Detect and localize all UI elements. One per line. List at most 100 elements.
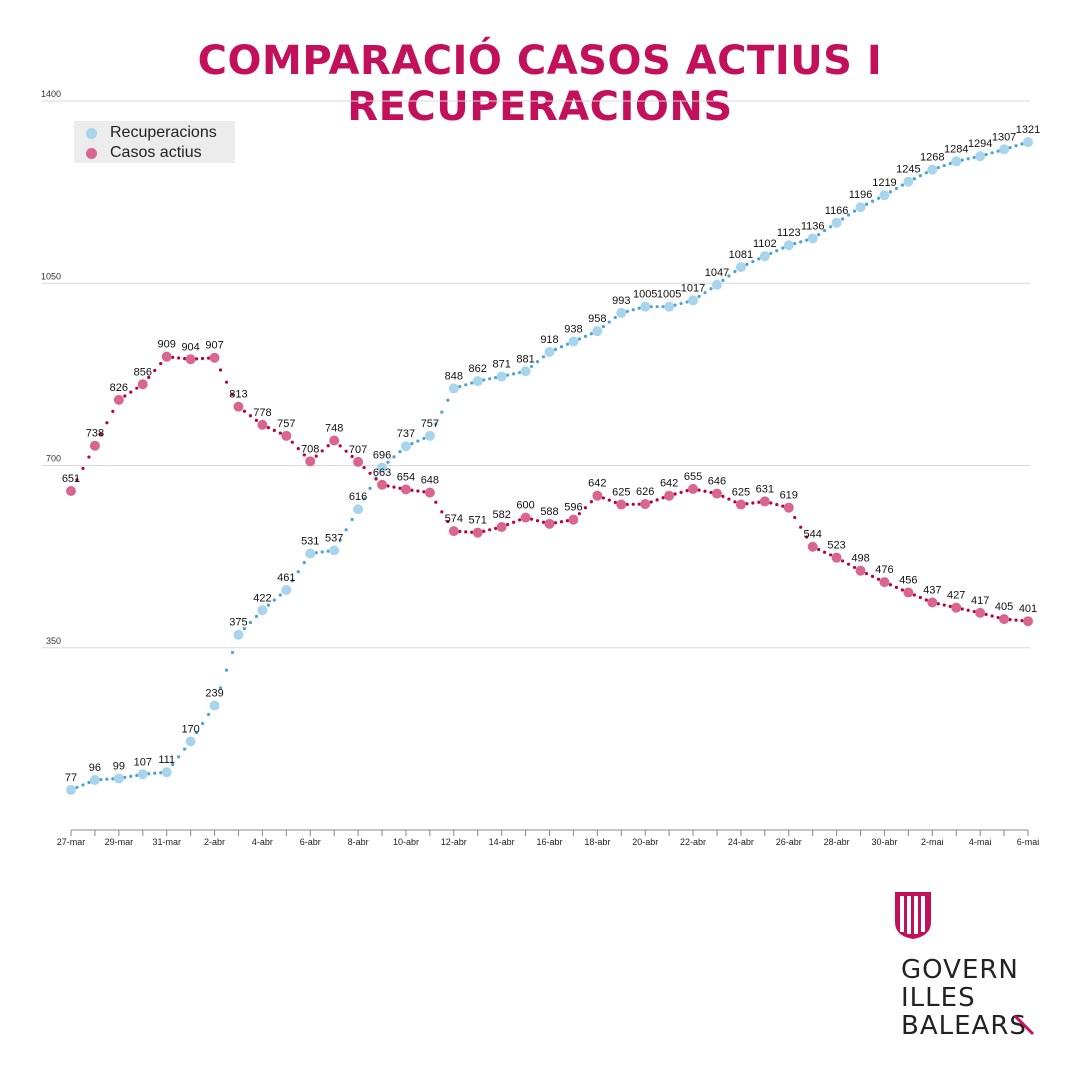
recuperacions-data-label: 616 bbox=[349, 491, 367, 503]
casos-actius-data-label: 574 bbox=[445, 513, 463, 525]
casos-actius-data-label: 826 bbox=[110, 382, 128, 394]
recuperacions-point bbox=[209, 700, 220, 711]
casos-actius-dot bbox=[338, 444, 342, 448]
recuperacions-dot bbox=[272, 598, 276, 602]
casos-actius-data-label: 523 bbox=[827, 540, 845, 552]
casos-actius-data-label: 856 bbox=[134, 366, 152, 378]
casos-actius-dot bbox=[553, 521, 558, 525]
recuperacions-point bbox=[281, 584, 292, 595]
recuperacions-data-label: 1294 bbox=[968, 138, 992, 150]
casos-actius-dot bbox=[613, 500, 617, 504]
recuperacions-dot bbox=[218, 686, 223, 690]
recuperacions-dot bbox=[775, 249, 779, 253]
recuperacions-dot bbox=[607, 320, 611, 324]
recuperacions-dot bbox=[81, 783, 85, 787]
casos-actius-dot bbox=[990, 614, 994, 618]
casos-actius-dot bbox=[368, 471, 372, 475]
recuperacions-point bbox=[161, 767, 172, 778]
x-tick-label: 27-mar bbox=[57, 837, 86, 847]
casos-actius-point bbox=[353, 456, 364, 467]
govern-illes-balears-logo: GOVERN ILLES BALEARS bbox=[893, 890, 1043, 1040]
recuperacions-dot bbox=[446, 398, 450, 402]
recuperacions-data-label: 375 bbox=[229, 617, 247, 629]
casos-actius-data-label: 748 bbox=[325, 423, 343, 435]
casos-actius-dot bbox=[111, 409, 115, 413]
recuperacions-point bbox=[975, 151, 986, 162]
recuperacions-dot bbox=[960, 158, 964, 162]
recuperacions-dot bbox=[655, 305, 659, 309]
casos-actius-dot bbox=[99, 432, 103, 436]
x-tick-label: 6-mai bbox=[1017, 837, 1040, 847]
recuperacions-data-label: 537 bbox=[325, 532, 343, 544]
casos-actius-dot bbox=[87, 455, 91, 459]
casos-actius-dot bbox=[793, 515, 797, 520]
casos-actius-dot bbox=[697, 488, 701, 492]
recuperacions-dot bbox=[637, 306, 641, 310]
recuperacions-dot bbox=[368, 486, 372, 491]
casos-actius-dot bbox=[703, 489, 707, 493]
recuperacions-dot bbox=[912, 177, 916, 181]
recuperacions-data-label: 871 bbox=[492, 358, 510, 370]
casos-actius-point bbox=[520, 512, 531, 523]
casos-actius-data-label: 405 bbox=[995, 601, 1013, 613]
casos-actius-dot bbox=[242, 409, 247, 413]
casos-actius-dot bbox=[966, 608, 970, 612]
casos-actius-dot bbox=[206, 356, 211, 360]
recuperacions-dot bbox=[147, 772, 151, 776]
recuperacions-dot bbox=[434, 422, 438, 426]
recuperacions-point bbox=[735, 262, 746, 273]
recuperacions-dot bbox=[900, 183, 904, 187]
recuperacions-point bbox=[927, 164, 938, 175]
casos-actius-point bbox=[688, 483, 699, 494]
casos-actius-dot bbox=[942, 603, 946, 607]
casos-actius-data-label: 417 bbox=[971, 595, 989, 607]
recuperacions-dot bbox=[224, 668, 229, 672]
casos-actius-point bbox=[640, 499, 651, 510]
recuperacions-dot bbox=[129, 774, 133, 778]
casos-actius-dot bbox=[840, 559, 845, 563]
casos-actius-point bbox=[783, 502, 794, 513]
casos-actius-dot bbox=[248, 414, 253, 418]
casos-actius-dot bbox=[1008, 618, 1012, 622]
casos-actius-dot bbox=[302, 453, 306, 457]
casos-actius-dot bbox=[721, 494, 725, 498]
recuperacions-data-label: 1136 bbox=[801, 220, 825, 232]
casos-actius-data-label: 904 bbox=[181, 341, 199, 353]
casos-actius-point bbox=[209, 352, 220, 363]
recuperacions-point bbox=[66, 784, 76, 795]
recuperacions-dot bbox=[177, 755, 181, 759]
casos-actius-dot bbox=[482, 529, 486, 533]
casos-actius-point bbox=[999, 614, 1010, 625]
casos-actius-dot bbox=[434, 500, 438, 504]
recuperacions-dot bbox=[75, 785, 79, 790]
x-tick-label: 8-abr bbox=[348, 837, 369, 847]
casos-actius-data-label: 625 bbox=[732, 487, 750, 499]
casos-actius-dot bbox=[685, 489, 689, 493]
casos-actius-data-label: 600 bbox=[516, 500, 534, 512]
recuperacions-dot bbox=[817, 232, 821, 237]
casos-actius-dot bbox=[823, 550, 827, 554]
casos-actius-dot bbox=[607, 498, 611, 502]
casos-actius-point bbox=[305, 456, 316, 467]
recuperacions-dot bbox=[972, 155, 976, 160]
casos-actius-dot bbox=[673, 492, 677, 496]
casos-actius-dot bbox=[888, 583, 893, 587]
casos-actius-dot bbox=[458, 529, 462, 534]
casos-actius-dot bbox=[440, 510, 444, 514]
recuperacions-dot bbox=[583, 334, 587, 338]
casos-actius-dot bbox=[512, 520, 516, 524]
casos-actius-point bbox=[616, 499, 627, 510]
recuperacions-dot bbox=[966, 157, 970, 161]
recuperacions-dot bbox=[440, 410, 444, 414]
casos-actius-dot bbox=[577, 512, 582, 516]
recuperacions-dot bbox=[942, 163, 946, 168]
recuperacions-dot bbox=[230, 650, 235, 655]
casos-actius-dot bbox=[757, 500, 761, 504]
recuperacions-data-label: 96 bbox=[89, 762, 101, 774]
grid-lines bbox=[42, 100, 1030, 649]
recuperacions-point bbox=[400, 441, 411, 452]
recuperacions-point bbox=[616, 307, 627, 318]
x-tick-label: 24-abr bbox=[728, 837, 754, 847]
casos-actius-dot bbox=[864, 571, 869, 576]
recuperacions-dot bbox=[344, 528, 348, 532]
